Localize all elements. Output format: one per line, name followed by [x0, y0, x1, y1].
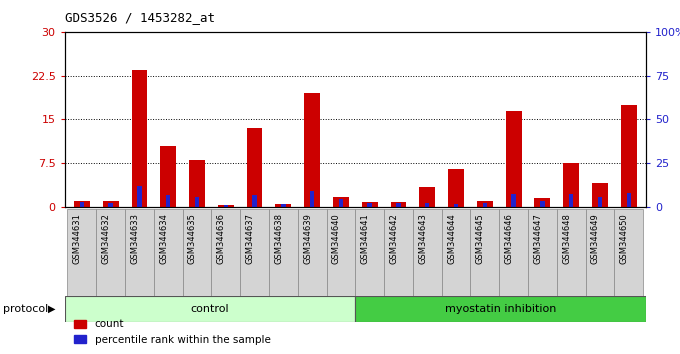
Bar — [269, 209, 298, 296]
Bar — [499, 209, 528, 296]
Bar — [563, 163, 579, 207]
Text: GSM344646: GSM344646 — [505, 213, 513, 264]
Bar — [189, 160, 205, 207]
Bar — [194, 196, 199, 207]
Text: GSM344640: GSM344640 — [332, 213, 341, 264]
Bar — [240, 209, 269, 296]
Bar — [281, 205, 286, 207]
Text: GSM344648: GSM344648 — [562, 213, 571, 264]
Bar — [585, 209, 614, 296]
Text: GSM344631: GSM344631 — [73, 213, 82, 264]
Bar — [614, 209, 643, 296]
Text: GSM344641: GSM344641 — [360, 213, 370, 264]
Text: GSM344645: GSM344645 — [476, 213, 485, 264]
Bar — [326, 209, 355, 296]
Text: GSM344638: GSM344638 — [274, 213, 284, 264]
Bar — [74, 201, 90, 207]
Text: GSM344634: GSM344634 — [159, 213, 168, 264]
Text: GSM344650: GSM344650 — [619, 213, 629, 264]
Bar — [252, 195, 257, 207]
Bar — [355, 209, 384, 296]
Bar — [384, 209, 413, 296]
Text: GSM344633: GSM344633 — [131, 213, 139, 264]
Bar — [80, 202, 84, 207]
Bar — [506, 111, 522, 207]
Bar — [224, 205, 228, 207]
Text: GSM344647: GSM344647 — [533, 213, 543, 264]
Bar — [339, 199, 343, 207]
Bar — [396, 203, 401, 207]
Bar — [103, 201, 118, 207]
Bar — [540, 201, 545, 207]
Bar — [304, 93, 320, 207]
Text: ▶: ▶ — [48, 304, 55, 314]
Bar — [131, 70, 148, 207]
Bar — [448, 169, 464, 207]
Bar — [125, 209, 154, 296]
Text: GSM344637: GSM344637 — [245, 213, 254, 264]
Text: GSM344643: GSM344643 — [418, 213, 427, 264]
Bar — [67, 209, 97, 296]
Bar — [592, 183, 608, 207]
Bar — [160, 146, 176, 207]
Text: GSM344639: GSM344639 — [303, 213, 312, 264]
Bar — [108, 203, 113, 207]
Bar — [247, 128, 262, 207]
Bar — [425, 203, 430, 207]
Text: GSM344632: GSM344632 — [101, 213, 111, 264]
Text: GSM344636: GSM344636 — [217, 213, 226, 264]
Bar — [362, 202, 377, 207]
Bar — [557, 209, 585, 296]
Text: GDS3526 / 1453282_at: GDS3526 / 1453282_at — [65, 11, 215, 24]
Bar — [154, 209, 183, 296]
Bar — [528, 209, 557, 296]
Bar — [211, 209, 240, 296]
Bar — [454, 205, 458, 207]
Bar — [441, 209, 471, 296]
Legend: count, percentile rank within the sample: count, percentile rank within the sample — [70, 315, 275, 349]
Bar — [166, 195, 171, 207]
Bar — [621, 105, 636, 207]
Bar — [483, 203, 487, 207]
Bar — [65, 296, 355, 322]
Bar — [355, 296, 646, 322]
Bar — [477, 201, 493, 207]
Bar — [298, 209, 326, 296]
Bar — [534, 198, 550, 207]
Bar — [420, 187, 435, 207]
Bar — [137, 186, 141, 207]
Bar — [471, 209, 499, 296]
Bar — [390, 202, 407, 207]
Bar — [367, 203, 372, 207]
Bar — [333, 196, 349, 207]
Bar — [183, 209, 211, 296]
Bar — [598, 198, 602, 207]
Bar — [569, 194, 573, 207]
Bar — [626, 193, 631, 207]
Bar — [275, 204, 291, 207]
Text: GSM344644: GSM344644 — [447, 213, 456, 264]
Bar — [97, 209, 125, 296]
Bar — [310, 191, 314, 207]
Bar — [413, 209, 441, 296]
Text: GSM344635: GSM344635 — [188, 213, 197, 264]
Bar — [511, 194, 516, 207]
Bar — [218, 205, 234, 207]
Text: control: control — [190, 304, 229, 314]
Text: GSM344642: GSM344642 — [390, 213, 398, 264]
Text: protocol: protocol — [3, 304, 49, 314]
Text: myostatin inhibition: myostatin inhibition — [445, 304, 556, 314]
Text: GSM344649: GSM344649 — [591, 213, 600, 264]
